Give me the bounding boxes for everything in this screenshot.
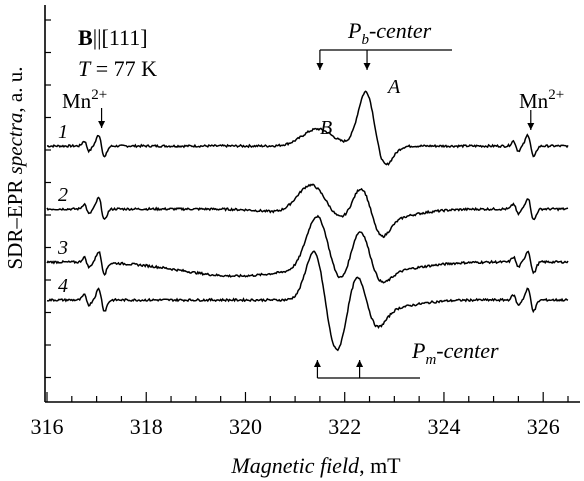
mn-left-label: Mn2+ (62, 87, 107, 113)
mn-right-label: Mn2+ (519, 87, 564, 113)
field-vector-symbol: B (78, 25, 93, 50)
y-axis-ticks (45, 19, 51, 379)
x-tick-labels: 316 318 320 322 324 326 (31, 414, 560, 439)
pb-symbol: P (347, 18, 361, 43)
spectrum-curve-4 (46, 250, 569, 352)
pm-arrow-right-head (356, 360, 364, 367)
x-axis-label-unit: , mT (359, 453, 401, 478)
temperature-symbol: T (78, 56, 92, 81)
y-axis-label: SDR–EPR spectra, a. u. (3, 66, 27, 269)
pb-suffix: -center (369, 18, 432, 43)
pb-arrow-a-head (363, 63, 371, 70)
temperature-value: = 77 K (90, 56, 157, 81)
pm-center-label: Pm-center (411, 338, 499, 368)
curve-label-1: 1 (58, 121, 68, 143)
pb-arrow-b-head (316, 63, 324, 70)
mn-right-text: Mn (519, 89, 549, 113)
y-axis-label-unit: , a. u. (3, 66, 27, 112)
mn-left-text: Mn (62, 89, 92, 113)
pm-subscript: m (425, 352, 436, 368)
x-tick-label: 326 (527, 414, 560, 439)
peak-a-label: A (386, 76, 401, 98)
mn-right-superscript: 2+ (548, 87, 564, 103)
x-tick-label: 316 (31, 414, 64, 439)
x-axis-ticks (46, 392, 569, 402)
curve-label-4: 4 (58, 275, 68, 297)
temperature-label: T = 77 K (78, 56, 157, 81)
field-direction-text: ||[111] (93, 25, 148, 50)
x-tick-label: 324 (427, 414, 460, 439)
spectrum-curve-1 (46, 90, 569, 166)
peak-b-label: B (320, 117, 332, 139)
center-markers (98, 49, 535, 379)
y-axis-label-italic: spectra (3, 113, 27, 175)
pm-symbol: P (411, 338, 425, 363)
pb-center-label: Pb-center (347, 18, 432, 48)
mn-left-arrow-head (98, 121, 106, 128)
mn-right-arrow-head (527, 123, 535, 130)
pm-suffix: -center (436, 338, 499, 363)
y-axis-label-main: SDR–EPR (3, 174, 27, 269)
mn-left-superscript: 2+ (91, 87, 107, 103)
x-tick-label: 320 (229, 414, 262, 439)
pb-subscript: b (361, 32, 369, 48)
x-tick-label: 318 (130, 414, 163, 439)
spectrum-curve-3 (46, 214, 569, 284)
field-orientation-label: B||[111] (78, 25, 148, 50)
x-tick-label: 322 (328, 414, 361, 439)
spectra-curves (46, 90, 569, 352)
x-axis-label: Magnetic field, mT (230, 453, 401, 478)
x-axis-label-italic: Magnetic field (230, 453, 360, 478)
curve-label-3: 3 (57, 237, 68, 259)
pm-arrow-left-head (313, 360, 321, 367)
spectrum-curve-2 (46, 183, 569, 239)
curve-label-2: 2 (58, 184, 68, 206)
curve-labels: 1 2 3 4 (57, 121, 68, 297)
